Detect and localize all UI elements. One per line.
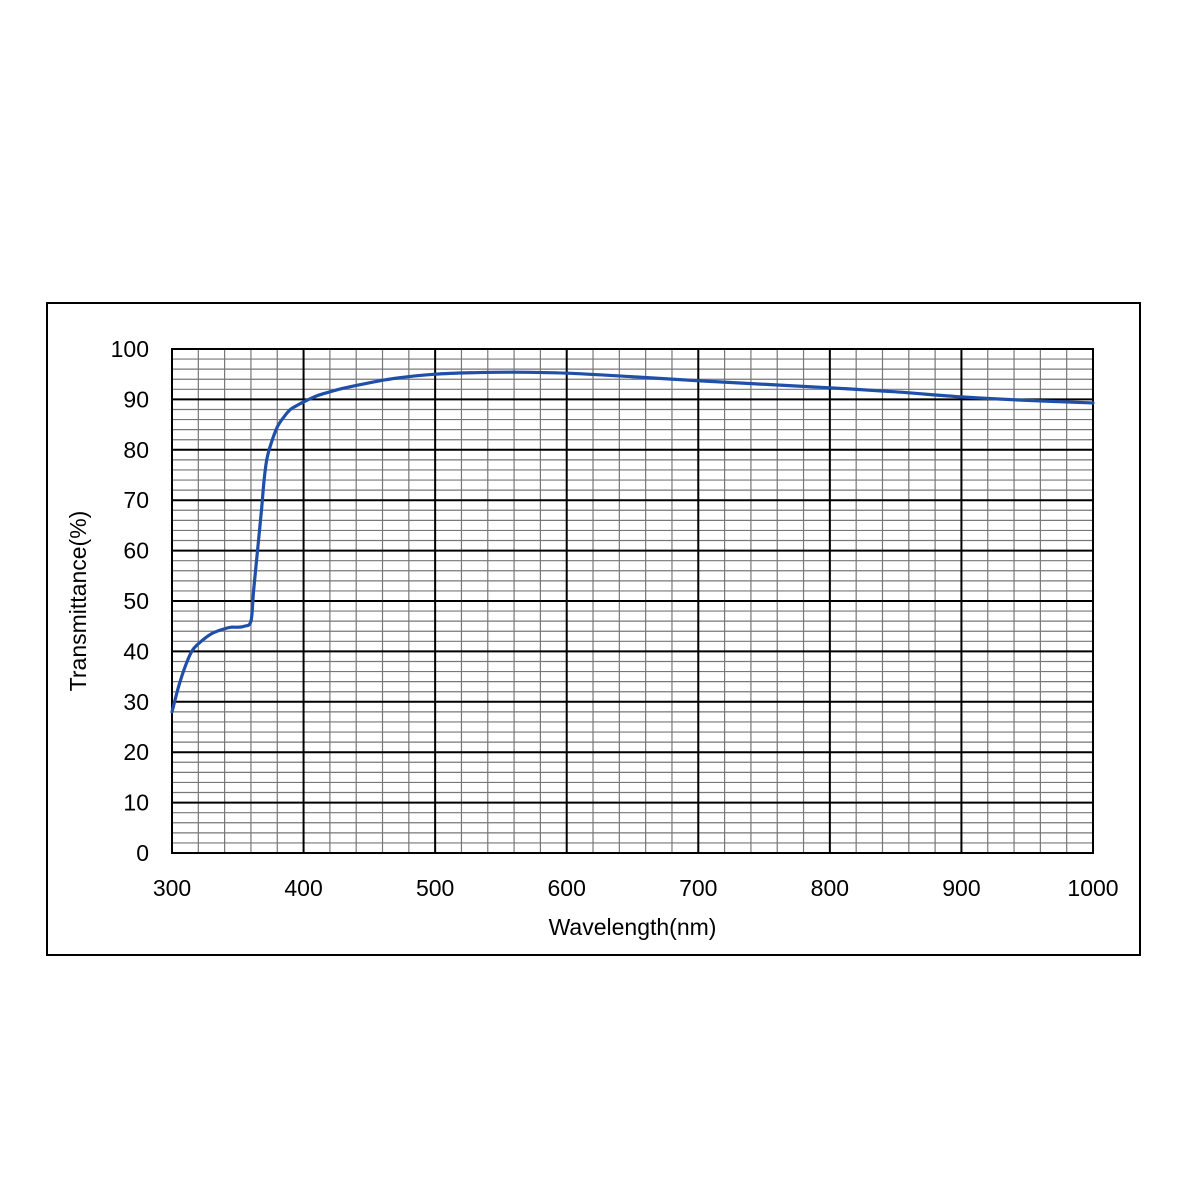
y-tick-label: 70: [123, 487, 149, 513]
x-tick-label: 300: [153, 875, 191, 901]
y-tick-label: 30: [123, 689, 149, 715]
y-tick-label: 60: [123, 538, 149, 564]
series-layer: [170, 370, 1095, 714]
y-tick-label: 50: [123, 588, 149, 614]
y-tick-label: 90: [123, 386, 149, 412]
x-tick-labels: 300 400 500 600 700 800 900 1000: [153, 875, 1119, 901]
x-tick-label: 700: [679, 875, 717, 901]
y-tick-label: 100: [111, 336, 149, 362]
chart-svg: 300 400 500 600 700 800 900 1000 0 10 20 30 40 50 60 7…: [65, 336, 1119, 940]
y-tick-labels: 0 10 20 30 40 50 60 70 80 90 100: [111, 336, 149, 866]
y-tick-label: 40: [123, 638, 149, 664]
y-tick-label: 0: [136, 840, 149, 866]
x-tick-label: 400: [284, 875, 322, 901]
plot-border: [171, 348, 1094, 854]
series-line-0: [170, 370, 1095, 714]
x-axis-title: Wavelength(nm): [549, 914, 717, 940]
chart-frame: 300 400 500 600 700 800 900 1000 0 10 20 30 40 50 60 7…: [46, 302, 1141, 956]
y-tick-label: 10: [123, 790, 149, 816]
y-tick-label: 80: [123, 437, 149, 463]
x-tick-label: 1000: [1067, 875, 1118, 901]
x-tick-label: 600: [548, 875, 586, 901]
x-tick-label: 900: [942, 875, 980, 901]
x-tick-label: 800: [811, 875, 849, 901]
major-gridlines: [171, 348, 1094, 854]
y-axis-title: Transmittance(%): [65, 511, 91, 692]
y-tick-label: 20: [123, 739, 149, 765]
x-tick-label: 500: [416, 875, 454, 901]
